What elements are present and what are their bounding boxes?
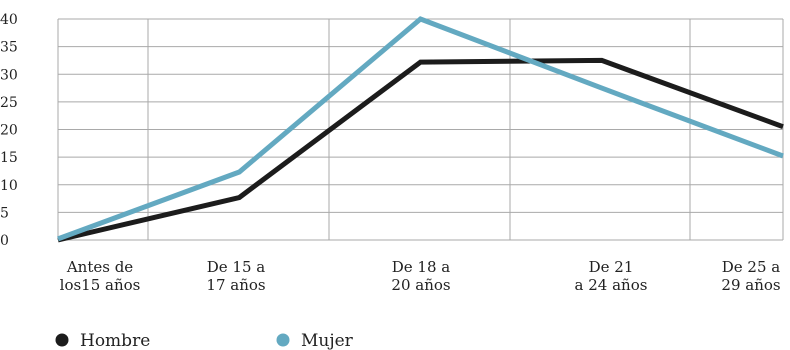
x-tick-label-line: De 18 a (392, 258, 451, 276)
series-line-mujer (57, 16, 784, 242)
x-tick-label-line: 29 años (721, 276, 780, 294)
x-tick-label: De 25 a29 años (721, 258, 780, 294)
x-tick-label-line: a 24 años (575, 276, 648, 294)
x-tick-label-line: 20 años (391, 276, 450, 294)
x-tick-label-line: De 25 a (722, 258, 781, 276)
x-tick-label-line: Antes de (66, 258, 133, 276)
y-tick-label: 35 (0, 40, 18, 56)
y-tick-label: 40 (0, 12, 18, 28)
x-tick-label: De 18 a20 años (391, 258, 450, 294)
x-tick-label-line: los15 años (60, 276, 141, 294)
x-tick-label-line: 17 años (206, 276, 265, 294)
legend-marker-mujer (276, 333, 290, 347)
x-tick-label-line: De 21 (589, 258, 634, 276)
grid (57, 18, 784, 241)
y-tick-label: 20 (0, 123, 18, 139)
y-tick-label: 0 (0, 233, 9, 249)
legend: Hombre Mujer (55, 331, 354, 350)
legend-marker-hombre (55, 333, 69, 347)
x-tick-label: De 21a 24 años (575, 258, 648, 294)
y-tick-label: 15 (0, 150, 18, 166)
y-tick-label: 10 (0, 178, 18, 194)
y-tick-label: 30 (0, 67, 18, 83)
y-axis: 0 5 10 15 20 25 30 35 40 (0, 12, 18, 249)
plot-area (57, 16, 784, 243)
x-tick-label-line: De 15 a (207, 258, 266, 276)
x-tick-label: De 15 a17 años (206, 258, 265, 294)
y-tick-label: 25 (0, 95, 18, 111)
legend-label-mujer: Mujer (301, 331, 354, 350)
y-tick-label: 5 (0, 205, 9, 221)
series-line-hombre (57, 57, 784, 243)
legend-label-hombre: Hombre (80, 331, 150, 350)
